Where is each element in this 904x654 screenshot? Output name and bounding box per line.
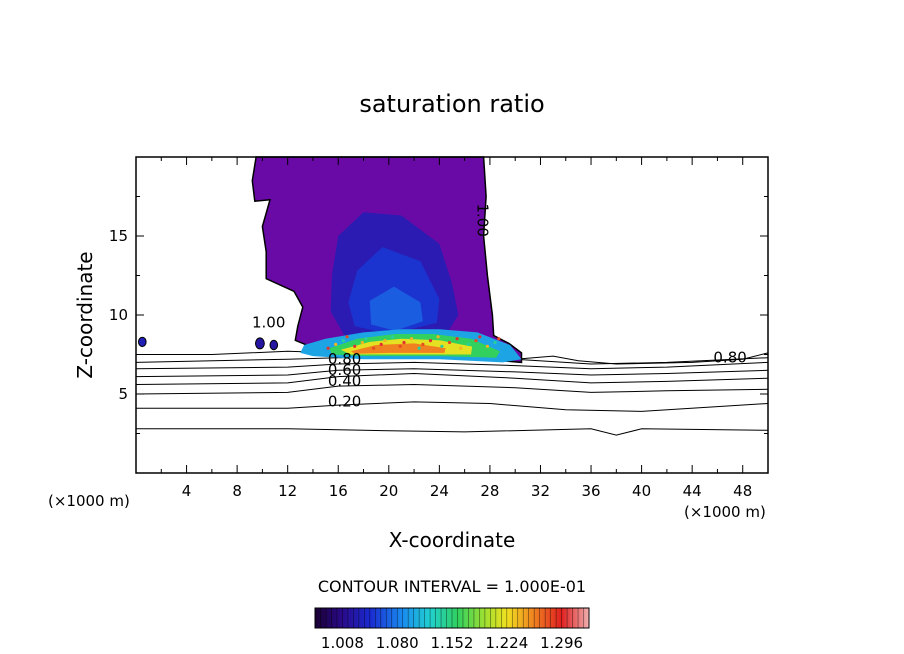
- colorbar-tick-label: 1.080: [376, 634, 419, 652]
- contour-speckle: [493, 340, 497, 345]
- colorbar-labels: 1.008 1.080 1.152 1.224 1.296: [321, 634, 583, 652]
- contour-speckle: [345, 335, 349, 339]
- x-tick-label: 36: [581, 482, 600, 500]
- small-contour-feature: [269, 339, 279, 351]
- contour-speckle: [341, 339, 345, 343]
- contour-speckle: [447, 340, 452, 345]
- contour-line: [135, 368, 769, 378]
- x-tick-label: 4: [182, 482, 192, 500]
- x-tick-label: 8: [232, 482, 242, 500]
- contour-line: [136, 428, 769, 436]
- contour-line: [135, 361, 769, 370]
- x-tick-label: 16: [329, 482, 348, 500]
- y-tick-label: 15: [109, 227, 128, 245]
- contour-label: 0.80: [328, 350, 361, 368]
- contour-speckle: [379, 342, 383, 346]
- contour-speckle: [421, 342, 425, 346]
- contour-speckle: [436, 335, 440, 339]
- x-axis-label: X-coordinate: [389, 528, 516, 552]
- contour-line: [136, 401, 769, 412]
- supersaturation-band: [350, 343, 446, 354]
- x-tick-label: 44: [683, 482, 702, 500]
- contour-label: 1.00: [252, 314, 285, 332]
- plot-area: 0.200.400.600.80 0.801.001.00: [135, 156, 769, 436]
- contour-speckle: [334, 342, 338, 346]
- y-axis-label: Z-coordinate: [73, 251, 97, 378]
- contour-speckle: [353, 344, 357, 348]
- contour-label: 0.40: [328, 372, 361, 390]
- contour-speckle: [455, 337, 459, 341]
- x-tick-label: 20: [379, 482, 398, 500]
- contour-speckle: [326, 346, 330, 350]
- x-tick-label: 48: [733, 482, 752, 500]
- contour-line: [136, 350, 769, 365]
- x-unit-right: (×1000 m): [684, 503, 766, 521]
- chart-title: saturation ratio: [359, 90, 544, 118]
- y-axis-ticks: 5 10 15: [109, 196, 768, 434]
- contour-label: 0.80: [713, 348, 746, 366]
- contour-label: 0.20: [328, 393, 361, 411]
- contour-speckle: [440, 344, 444, 348]
- contour-speckle: [364, 337, 368, 341]
- contour-speckle: [478, 335, 482, 339]
- colorbar-tick-label: 1.152: [431, 634, 474, 652]
- contour-label: 1.00: [473, 203, 491, 236]
- contour-speckle: [485, 344, 489, 348]
- contour-speckle: [402, 340, 406, 345]
- x-tick-label: 40: [632, 482, 651, 500]
- colorbar-tick-label: 1.296: [540, 634, 583, 652]
- contour-speckle: [459, 346, 463, 350]
- small-contour-feature: [138, 336, 147, 348]
- contour-speckle: [428, 339, 433, 343]
- colorbar-tick-label: 1.224: [485, 634, 528, 652]
- y-tick-label: 10: [109, 306, 128, 324]
- x-tick-label: 24: [430, 482, 449, 500]
- contour-speckle: [383, 339, 387, 343]
- contour-interval-text: CONTOUR INTERVAL = 1.000E-01: [318, 577, 586, 596]
- small-contour-feature: [255, 337, 265, 350]
- contour-line: [135, 372, 769, 385]
- colorbar-stripes: [320, 608, 584, 628]
- contour-speckle: [372, 346, 376, 350]
- y-tick-label: 5: [118, 385, 128, 403]
- contour-speckle: [360, 340, 364, 345]
- x-axis-ticks: 4 8 12 16 20 24 28 32 36 40 44 48: [160, 157, 752, 500]
- x-tick-label: 28: [480, 482, 499, 500]
- colorbar: [314, 607, 590, 629]
- contour-speckle: [398, 344, 402, 348]
- x-tick-label: 32: [531, 482, 550, 500]
- contour-speckle: [410, 337, 414, 341]
- contour-speckle: [417, 346, 421, 350]
- contour-speckle: [474, 339, 478, 343]
- contour-label: 0.60: [328, 361, 361, 379]
- contour-speckle: [497, 337, 501, 341]
- x-tick-label: 12: [278, 482, 297, 500]
- colorbar-tick-label: 1.008: [321, 634, 364, 652]
- contour-speckle: [391, 335, 395, 339]
- x-unit-left: (×1000 m): [48, 492, 130, 510]
- contour-speckle: [466, 342, 470, 346]
- plume-inner-region: [369, 286, 423, 331]
- contour-line: [135, 383, 769, 395]
